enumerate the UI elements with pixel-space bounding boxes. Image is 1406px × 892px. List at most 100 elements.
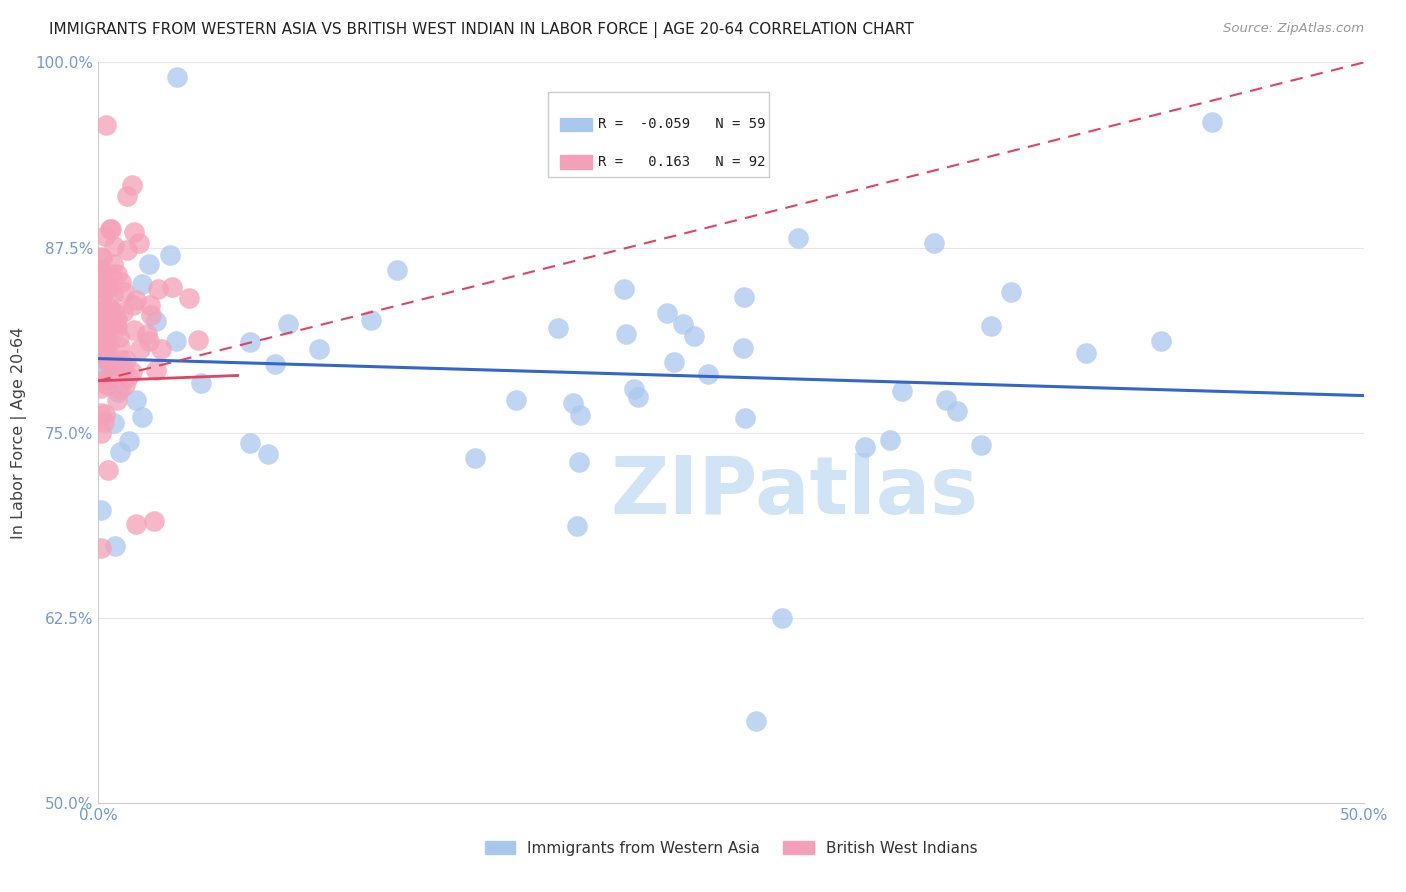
- Point: [786, 231, 808, 245]
- Point: [177, 292, 200, 306]
- Point: [745, 714, 768, 729]
- Point: [98, 222, 121, 236]
- Point: [97, 338, 120, 352]
- Point: [145, 314, 167, 328]
- Point: [110, 363, 132, 377]
- Point: [165, 334, 187, 348]
- Point: [94, 118, 117, 132]
- Point: [136, 327, 159, 342]
- Point: [935, 393, 957, 408]
- Point: [263, 357, 285, 371]
- Point: [121, 178, 143, 193]
- Point: [146, 282, 169, 296]
- Point: [128, 235, 150, 250]
- Point: [94, 316, 117, 330]
- Point: [239, 335, 262, 350]
- Point: [1150, 334, 1173, 348]
- Point: [662, 355, 685, 369]
- Point: [567, 518, 589, 533]
- Point: [107, 267, 129, 281]
- Point: [256, 447, 278, 461]
- Point: [91, 251, 114, 265]
- Point: [160, 279, 183, 293]
- Text: Source: ZipAtlas.com: Source: ZipAtlas.com: [1223, 22, 1364, 36]
- Point: [91, 362, 114, 376]
- Point: [138, 334, 160, 348]
- Point: [90, 277, 112, 291]
- Point: [90, 296, 112, 310]
- Point: [922, 236, 945, 251]
- Point: [138, 257, 160, 271]
- Point: [112, 285, 135, 299]
- Point: [112, 363, 135, 377]
- Y-axis label: In Labor Force | Age 20-64: In Labor Force | Age 20-64: [11, 326, 27, 539]
- Point: [103, 257, 125, 271]
- Point: [118, 434, 141, 449]
- Point: [697, 367, 720, 381]
- Text: R =  -0.059   N = 59: R = -0.059 N = 59: [599, 118, 766, 131]
- Point: [159, 247, 181, 261]
- Point: [980, 318, 1002, 333]
- Point: [90, 541, 112, 556]
- Point: [150, 342, 173, 356]
- Point: [91, 334, 114, 348]
- Point: [733, 341, 755, 355]
- Point: [94, 373, 117, 387]
- Point: [90, 298, 112, 312]
- Point: [96, 351, 118, 365]
- Point: [98, 302, 121, 317]
- Point: [139, 298, 162, 312]
- Point: [90, 250, 112, 264]
- Point: [93, 326, 115, 340]
- Point: [110, 352, 132, 367]
- Point: [657, 306, 679, 320]
- Point: [683, 328, 706, 343]
- Point: [90, 407, 112, 421]
- Point: [239, 436, 262, 450]
- FancyBboxPatch shape: [560, 155, 592, 169]
- Point: [464, 451, 486, 466]
- Text: R =   0.163   N = 92: R = 0.163 N = 92: [599, 155, 766, 169]
- Point: [98, 357, 121, 371]
- Point: [125, 393, 148, 408]
- Point: [91, 321, 114, 335]
- Point: [91, 343, 114, 358]
- Point: [853, 440, 876, 454]
- Point: [117, 189, 139, 203]
- Point: [190, 376, 212, 390]
- Point: [100, 267, 122, 281]
- Point: [103, 239, 125, 253]
- Point: [505, 392, 527, 407]
- Point: [90, 381, 112, 395]
- Point: [90, 280, 112, 294]
- Point: [90, 334, 112, 348]
- Point: [90, 262, 112, 277]
- Point: [91, 339, 114, 353]
- Point: [1000, 285, 1022, 299]
- Point: [94, 343, 117, 357]
- Point: [91, 366, 114, 380]
- Point: [277, 317, 299, 331]
- Point: [614, 326, 637, 341]
- Point: [114, 378, 136, 392]
- Point: [117, 370, 139, 384]
- Point: [108, 445, 131, 459]
- Point: [90, 272, 112, 286]
- Point: [91, 319, 114, 334]
- Point: [115, 244, 138, 258]
- Point: [111, 305, 134, 319]
- Point: [94, 229, 117, 244]
- Point: [105, 312, 128, 326]
- Point: [129, 342, 152, 356]
- Point: [96, 328, 118, 343]
- Text: IMMIGRANTS FROM WESTERN ASIA VS BRITISH WEST INDIAN IN LABOR FORCE | AGE 20-64 C: IMMIGRANTS FROM WESTERN ASIA VS BRITISH …: [49, 22, 914, 38]
- Point: [970, 437, 993, 451]
- Point: [94, 407, 117, 421]
- Point: [561, 395, 583, 409]
- Point: [108, 330, 131, 344]
- Point: [103, 287, 125, 301]
- Point: [90, 503, 112, 517]
- Point: [145, 363, 167, 377]
- Point: [1201, 114, 1223, 128]
- Point: [97, 463, 120, 477]
